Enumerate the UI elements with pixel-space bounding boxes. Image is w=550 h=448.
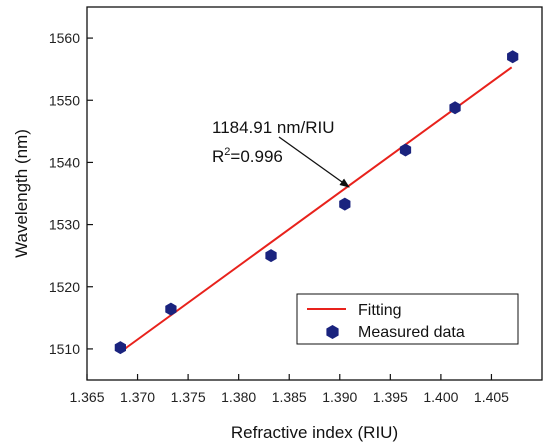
x-tick-label: 1.395 (373, 389, 408, 405)
x-tick-label: 1.385 (272, 389, 307, 405)
measured-data-point (507, 50, 519, 64)
plot-layer (114, 50, 519, 355)
y-tick-label: 1530 (49, 217, 80, 233)
measured-data-point (399, 143, 412, 157)
measured-data-point (165, 302, 177, 316)
y-tick-label: 1520 (49, 279, 80, 295)
r-squared-annotation: R2=0.996 (212, 146, 283, 166)
y-tick-label: 1510 (49, 341, 80, 357)
y-axis-title: Wavelength (nm) (12, 129, 31, 258)
x-tick-label: 1.390 (322, 389, 357, 405)
y-tick-label: 1560 (49, 30, 80, 46)
x-tick-label: 1.375 (171, 389, 206, 405)
r-squared-superscript: 2 (224, 146, 230, 158)
annotation-arrow (278, 136, 350, 188)
y-tick-label: 1550 (49, 92, 80, 108)
r-squared-prefix: R (212, 147, 224, 166)
slope-annotation: 1184.91 nm/RIU (212, 118, 335, 137)
measured-data-point (114, 341, 126, 355)
x-tick-label: 1.365 (69, 389, 104, 405)
measured-data-point (265, 249, 277, 263)
legend: Fitting Measured data (296, 293, 519, 345)
measured-data-point (449, 101, 461, 115)
x-tick-label: 1.400 (423, 389, 458, 405)
x-tick-label: 1.370 (120, 389, 155, 405)
x-tick-label: 1.380 (221, 389, 256, 405)
x-axis-title: Refractive index (RIU) (231, 423, 398, 442)
legend-marker-measured (326, 325, 339, 339)
x-tick-label: 1.405 (474, 389, 509, 405)
fitting-line (119, 66, 513, 353)
plot-area-frame (86, 6, 543, 381)
legend-label-measured: Measured data (358, 324, 465, 341)
measured-data-point (339, 197, 351, 211)
r-squared-value: =0.996 (230, 147, 282, 166)
y-tick-label: 1540 (49, 154, 80, 170)
ticks-layer: 1.365 1.370 1.375 1.380 1.385 1.390 1.395 1.400… (49, 30, 509, 405)
legend-label-fitting: Fitting (358, 302, 402, 319)
